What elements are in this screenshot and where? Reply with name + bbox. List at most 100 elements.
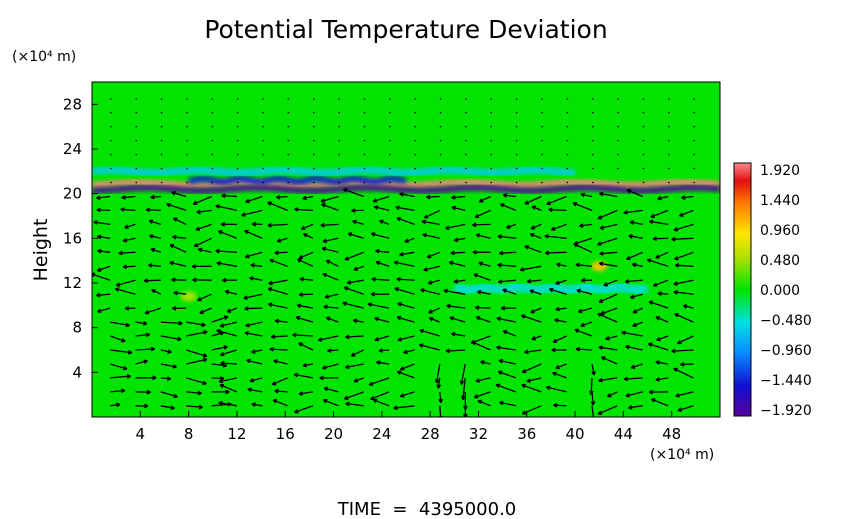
wind-vector [135, 360, 148, 365]
wind-vector [680, 363, 694, 366]
wind-vector [160, 377, 171, 380]
wind-vector [244, 307, 263, 310]
wind-vector [211, 377, 224, 380]
wind-vector [502, 330, 517, 337]
wind-vector-head [572, 202, 578, 207]
wind-vector-head [93, 220, 98, 225]
wind-vector-head [327, 348, 332, 353]
wind-vector [591, 391, 594, 406]
wind-vector [655, 377, 669, 381]
wind-vector-head [191, 264, 197, 269]
wind-vector-head [600, 310, 605, 316]
wind-vector-head [125, 322, 130, 328]
wind-vector-head [647, 342, 653, 347]
wind-vector-head [575, 346, 581, 352]
wind-vector [92, 273, 111, 281]
wind-vector-head [151, 289, 156, 294]
wind-vector [474, 391, 491, 399]
wind-vector-head [379, 219, 384, 225]
wind-vector-head [548, 287, 554, 293]
wind-vector [502, 289, 517, 295]
wind-vector-head [345, 364, 350, 370]
wind-vector [653, 279, 669, 287]
wind-vector [267, 223, 288, 227]
wind-vector [122, 237, 136, 242]
wind-vector-head [172, 364, 177, 369]
wind-vector-head [530, 225, 536, 230]
wind-vector-head [275, 194, 281, 200]
x-tick-label: 40 [566, 425, 585, 443]
wind-vector-head [274, 388, 279, 394]
wind-vector [123, 265, 136, 268]
wind-vector [599, 223, 618, 230]
wind-vector [268, 287, 288, 295]
wind-vector-head [172, 217, 178, 222]
wind-vector [160, 405, 175, 409]
wind-vector [244, 332, 263, 337]
wind-vector-head [597, 241, 602, 246]
wind-vector [632, 263, 643, 267]
wind-vector-head [597, 215, 603, 220]
wind-vector [655, 316, 669, 323]
wind-vector-head [550, 226, 556, 231]
wind-vector-head [601, 356, 606, 361]
wind-vector [630, 293, 643, 299]
wind-vector [97, 235, 111, 239]
wind-vector [197, 293, 212, 301]
wind-vector [529, 289, 542, 295]
wind-vector [295, 316, 314, 323]
wind-vector-head [120, 207, 125, 212]
wind-vector-head [478, 198, 484, 203]
wind-vector-head [460, 395, 466, 401]
wind-vector [603, 279, 618, 287]
y-unit-label: (×10⁴ m) [12, 49, 76, 65]
wind-vector-head [293, 372, 299, 378]
wind-vector-head [495, 383, 501, 389]
wind-vector [652, 237, 669, 240]
colorbar-tick-label: 1.440 [760, 193, 800, 209]
plot-frame [91, 81, 721, 418]
wind-vector [211, 331, 225, 337]
wind-vector-head [342, 188, 348, 193]
wind-vector [216, 262, 238, 267]
wind-vector-head [244, 229, 249, 235]
wind-vector [399, 193, 415, 198]
wind-vector [397, 335, 415, 341]
wind-vector-head [648, 219, 654, 225]
wind-vector-head [573, 240, 579, 246]
wind-vector-head [223, 315, 229, 320]
wind-vector [109, 335, 126, 342]
wind-vector-head [621, 330, 626, 336]
wind-vector [150, 195, 161, 199]
wind-vector [506, 223, 517, 229]
wind-vector [473, 273, 491, 281]
wind-vector [297, 258, 314, 267]
wind-vector-head [477, 399, 483, 405]
wind-vector [322, 237, 339, 243]
wind-vector-head [267, 223, 272, 228]
wind-vector-head [352, 318, 358, 324]
wind-vector [277, 237, 288, 243]
wind-vector-head [674, 255, 679, 261]
wind-vector-head [215, 248, 220, 254]
wind-vector [498, 279, 516, 283]
colorbar-tick-label: −0.960 [760, 343, 812, 359]
wind-vector-head [146, 389, 151, 395]
wind-vector-head [419, 328, 424, 334]
y-tick-label: 4 [72, 363, 82, 381]
wind-vector [294, 405, 314, 414]
wind-vector [580, 193, 593, 198]
wind-vector [624, 377, 643, 380]
wind-vector-head [323, 304, 328, 310]
wind-vector [625, 279, 643, 283]
x-tick-label: 36 [517, 425, 536, 443]
wind-vector [343, 188, 364, 198]
wind-vector-head [648, 389, 654, 395]
wind-vector [251, 403, 263, 407]
wind-vector-head [201, 322, 206, 328]
wind-vector-head [497, 370, 503, 375]
wind-vector-head [243, 295, 248, 300]
wind-vector-head [322, 398, 328, 404]
wind-vector-head [370, 395, 375, 401]
wind-vector-head [274, 318, 280, 324]
